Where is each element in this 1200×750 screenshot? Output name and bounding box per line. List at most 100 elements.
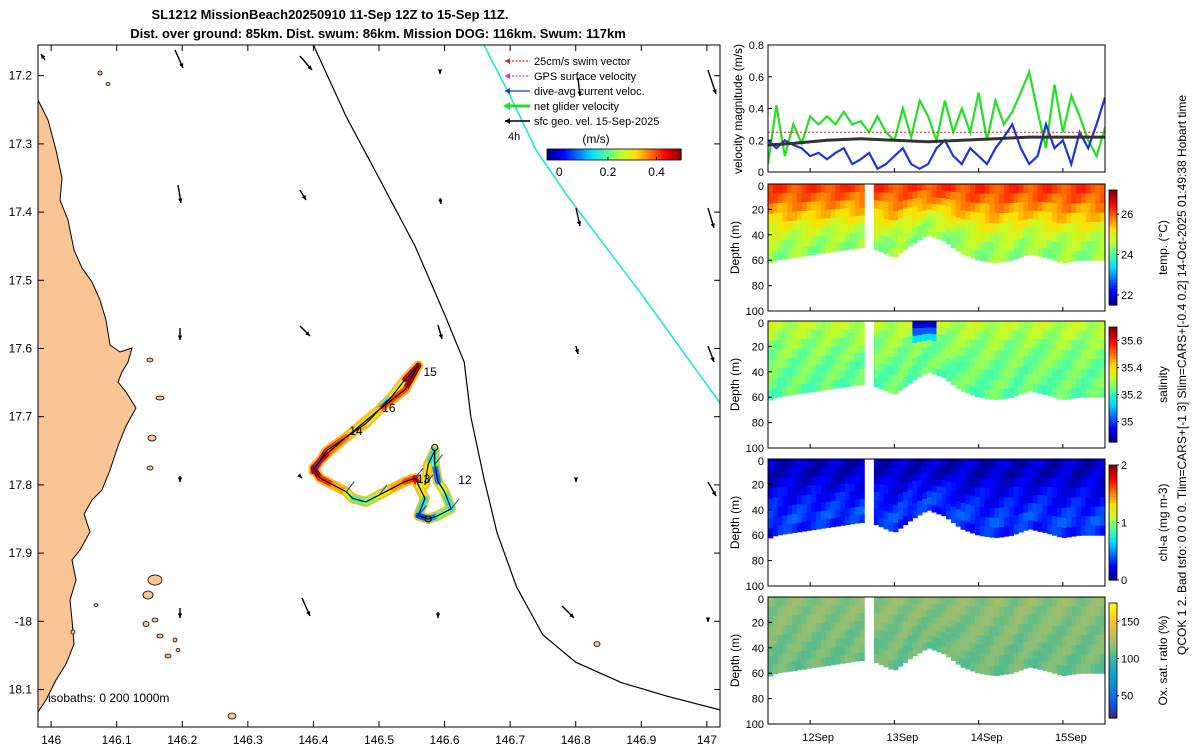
- heatmap-cell: [787, 376, 793, 387]
- heatmap-cell: [965, 184, 971, 194]
- heatmap-cell: [768, 656, 774, 667]
- colorbar-cell: [605, 149, 608, 160]
- heatmap-cell: [960, 373, 966, 384]
- panel-colorbar-cell: [1109, 557, 1117, 561]
- heatmap-cell: [883, 459, 889, 469]
- heatmap-cell: [830, 622, 836, 632]
- sfc-arrowhead: [569, 613, 574, 618]
- heatmap-cell: [893, 624, 899, 634]
- heatmap-cell: [999, 478, 1005, 489]
- heatmap-cell: [999, 213, 1005, 224]
- panel-ylabel: Depth (m): [728, 221, 742, 274]
- heatmap-cell: [1023, 521, 1029, 531]
- heatmap-cell: [931, 478, 937, 487]
- dive-current-vector: [404, 368, 414, 380]
- colorbar-tick-label: 0.2: [600, 165, 617, 179]
- heatmap-cell: [845, 337, 851, 347]
- heatmap-cell: [979, 526, 986, 537]
- panel-colorbar-cell: [1109, 256, 1117, 260]
- sfc-arrowhead: [41, 54, 46, 59]
- heatmap-cell: [946, 321, 952, 329]
- heatmap-cell: [845, 459, 851, 468]
- heatmap-cell: [796, 384, 803, 395]
- heatmap-cell: [801, 615, 808, 625]
- heatmap-cell: [1076, 387, 1082, 398]
- heatmap-cell: [1003, 203, 1010, 214]
- heatmap-cell: [854, 224, 860, 233]
- heatmap-cell: [768, 193, 774, 205]
- heatmap-cell: [999, 184, 1005, 195]
- heatmap-cell: [883, 597, 889, 607]
- heatmap-cell: [840, 475, 846, 485]
- heatmap-cell: [1013, 496, 1019, 507]
- heatmap-cell: [1090, 321, 1096, 332]
- heatmap-cell: [1042, 248, 1048, 258]
- heatmap-cell: [897, 235, 904, 245]
- heatmap-cell: [984, 379, 990, 390]
- heatmap-cell: [994, 597, 1000, 608]
- heatmap-cell: [792, 229, 798, 240]
- heatmap-cell: [1008, 597, 1015, 608]
- heatmap-cell: [796, 615, 803, 625]
- heatmap-cell: [1061, 597, 1067, 608]
- heatmap-cell: [1047, 230, 1053, 241]
- heatmap-cell: [922, 643, 928, 651]
- heatmap-cell: [806, 374, 812, 384]
- heatmap-cell: [999, 232, 1005, 243]
- heatmap-cell: [1013, 477, 1019, 488]
- colorbar-cell: [567, 149, 570, 160]
- heatmap-cell: [955, 234, 962, 244]
- panel-ytick-label: 80: [752, 281, 764, 293]
- heatmap-cell: [979, 468, 986, 479]
- heatmap-cell: [883, 649, 889, 659]
- heatmap-cell: [1066, 478, 1072, 489]
- heatmap-cell: [1013, 625, 1019, 635]
- heatmap-cell: [859, 628, 865, 638]
- heatmap-cell: [994, 252, 1000, 264]
- heatmap-cell: [1052, 330, 1058, 341]
- heatmap-cell: [1090, 193, 1096, 204]
- heatmap-cell: [849, 224, 856, 234]
- heatmap-cell: [1066, 213, 1072, 224]
- map-xtick-label: 146.7: [495, 733, 525, 747]
- heatmap-cell: [946, 634, 952, 643]
- island: [151, 617, 159, 623]
- heatmap-cell: [1008, 193, 1015, 204]
- heatmap-cell: [1080, 635, 1087, 646]
- heatmap-cell: [922, 367, 928, 375]
- heatmap-cell: [1032, 632, 1039, 643]
- heatmap-cell: [917, 321, 923, 329]
- heatmap-cell: [878, 192, 885, 202]
- heatmap-cell: [1003, 251, 1010, 262]
- heatmap-cell: [975, 477, 981, 488]
- heatmap-cell: [878, 639, 885, 649]
- heatmap-cell: [1076, 478, 1082, 489]
- heatmap-cell: [955, 647, 962, 657]
- heatmap-cell: [1023, 476, 1029, 487]
- heatmap-cell: [840, 508, 846, 518]
- heatmap-cell: [772, 241, 779, 252]
- heatmap-cell: [787, 348, 793, 359]
- panel-colorbar-cell: [1109, 241, 1117, 246]
- heatmap-cell: [922, 334, 928, 342]
- heatmap-cell: [946, 481, 952, 490]
- heatmap-cell: [1100, 203, 1106, 214]
- heatmap-cell: [902, 508, 909, 517]
- map-title-line2: Dist. over ground: 85km. Dist. swum: 86k…: [130, 26, 626, 41]
- heatmap-cell: [1013, 230, 1019, 241]
- heatmap-cell: [1018, 477, 1024, 487]
- heatmap-cell: [1027, 347, 1034, 357]
- island: [227, 712, 237, 720]
- heatmap-cell: [902, 467, 909, 476]
- heatmap-cell: [883, 321, 889, 331]
- heatmap-cell: [1061, 203, 1067, 214]
- map-ytick-label: 17.8: [9, 478, 33, 492]
- heatmap-cell: [1037, 211, 1043, 221]
- heatmap-cell: [787, 606, 793, 617]
- heatmap-cell: [907, 351, 913, 361]
- heatmap-cell: [840, 467, 846, 477]
- heatmap-cell: [1085, 387, 1092, 398]
- heatmap-cell: [801, 660, 808, 670]
- heatmap-cell: [830, 647, 836, 657]
- heatmap-cell: [854, 337, 860, 346]
